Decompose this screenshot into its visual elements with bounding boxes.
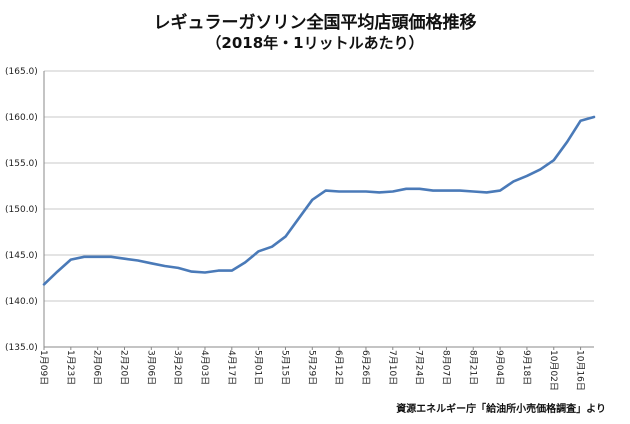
x-tick-label: 1月09日 xyxy=(38,350,49,385)
y-tick-label: (160.0) xyxy=(5,113,38,123)
y-tick-label: (155.0) xyxy=(5,159,38,169)
x-tick-label: 2月20日 xyxy=(119,350,130,385)
source-note: 資源エネルギー庁「給油所小売価格調査」より xyxy=(396,404,606,415)
x-tick-label: 3月20日 xyxy=(172,350,183,385)
x-tick-label: 7月24日 xyxy=(414,350,425,385)
x-tick-label: 6月26日 xyxy=(360,350,371,385)
y-tick-label: (165.0) xyxy=(5,67,38,77)
chart-title: レギュラーガソリン全国平均店頭価格推移 xyxy=(153,13,477,33)
x-tick-label: 6月12日 xyxy=(333,350,344,385)
y-tick-label: (150.0) xyxy=(5,205,38,215)
x-tick-label: 8月21日 xyxy=(467,350,478,385)
chart-subtitle: （2018年・1リットルあたり） xyxy=(206,34,424,52)
x-tick-label: 4月17日 xyxy=(226,350,237,385)
y-tick-label: (145.0) xyxy=(5,251,38,261)
x-tick-label: 5月01日 xyxy=(253,350,264,385)
x-tick-label: 10月16日 xyxy=(575,350,586,391)
x-tick-label: 1月23日 xyxy=(65,350,76,385)
x-tick-label: 4月03日 xyxy=(199,350,210,385)
y-tick-label: (140.0) xyxy=(5,297,38,307)
x-tick-label: 8月07日 xyxy=(440,350,451,385)
x-tick-label: 3月06日 xyxy=(145,350,156,385)
series-line xyxy=(42,115,596,286)
x-tick-label: 10月02日 xyxy=(548,350,559,391)
x-tick-label: 7月10日 xyxy=(387,350,398,385)
y-tick-label: (135.0) xyxy=(5,343,38,353)
x-tick-label: 5月29日 xyxy=(306,350,317,385)
x-tick-label: 2月06日 xyxy=(92,350,103,385)
x-tick-label: 9月18日 xyxy=(521,350,532,385)
x-tick-label: 5月15日 xyxy=(280,350,291,385)
x-tick-label: 9月04日 xyxy=(494,350,505,385)
